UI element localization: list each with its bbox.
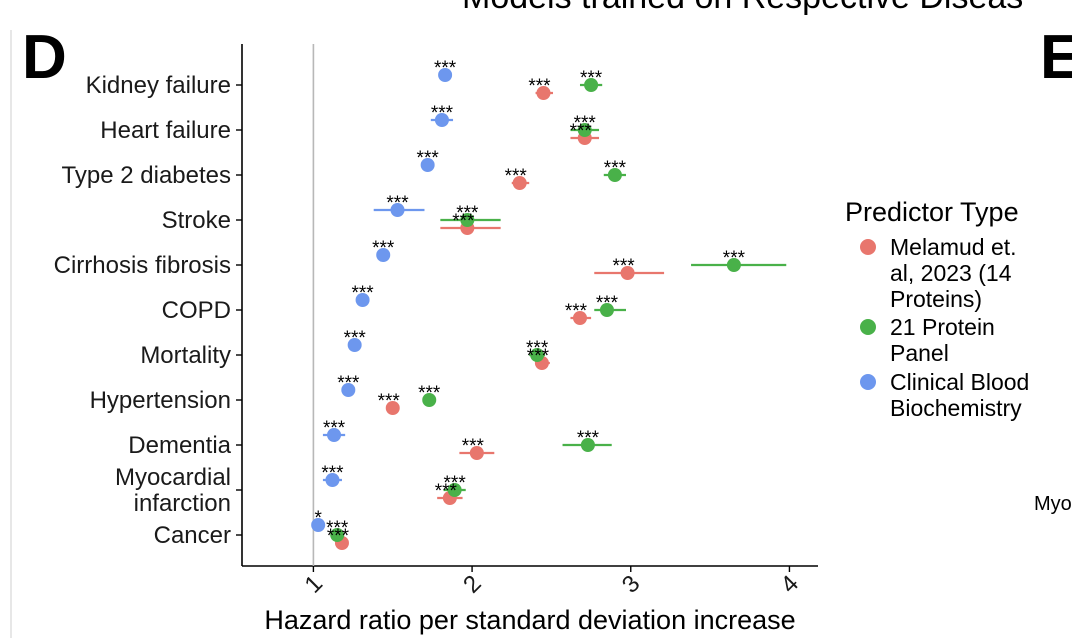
legend-label: Clinical Blood Biochemistry <box>890 369 1029 421</box>
significance-label: *** <box>372 238 395 259</box>
significance-label: *** <box>337 373 360 394</box>
data-point <box>599 303 614 317</box>
y-tick-label: Heart failure <box>100 117 231 144</box>
data-point <box>325 473 340 487</box>
significance-label: *** <box>321 463 344 484</box>
significance-label: *** <box>434 58 457 79</box>
significance-label: *** <box>577 428 600 449</box>
data-point <box>530 348 545 362</box>
significance-label: *** <box>723 248 746 269</box>
significance-label: *** <box>344 328 367 349</box>
data-point <box>376 248 391 262</box>
data-point <box>422 393 437 407</box>
significance-label: *** <box>612 256 635 277</box>
data-point <box>330 528 345 542</box>
data-point <box>607 168 622 182</box>
data-point <box>572 311 587 325</box>
data-point <box>580 438 595 452</box>
significance-label: *** <box>565 301 588 322</box>
significance-label: *** <box>418 383 441 404</box>
legend: Predictor Type Melamud et. al, 2023 (14 Pr… <box>845 197 1029 421</box>
data-point <box>341 383 356 397</box>
header-title: Models trained on Respective Diseas <box>462 0 1023 16</box>
significance-label: *** <box>596 293 619 314</box>
significance-label: *** <box>456 203 479 224</box>
y-tick-label: Myocardial infarction <box>115 464 231 517</box>
data-point <box>460 213 475 227</box>
panel-letter-d: D <box>22 23 67 92</box>
x-tick-label: 3 <box>617 570 646 599</box>
legend-label: 21 Protein Panel <box>890 314 995 366</box>
data-point <box>469 446 484 460</box>
data-point <box>327 428 342 442</box>
significance-label: *** <box>326 518 349 539</box>
data-point <box>438 68 453 82</box>
significance-label: *** <box>604 158 627 179</box>
significance-label: *** <box>570 121 593 142</box>
data-point <box>620 266 635 280</box>
data-point <box>726 258 741 272</box>
significance-label: *** <box>431 103 454 124</box>
clipped-edge-label: Myo <box>1034 493 1072 515</box>
y-tick-label: Cirrhosis fibrosis <box>54 252 231 279</box>
data-point <box>347 338 362 352</box>
significance-label: *** <box>526 338 549 359</box>
y-tick-label: Mortality <box>140 342 231 369</box>
significance-label: *** <box>462 436 485 457</box>
legend-swatch <box>860 319 876 335</box>
y-tick-label: Cancer <box>154 522 231 549</box>
data-point <box>577 123 592 137</box>
legend-swatch <box>860 239 876 255</box>
legend-title: Predictor Type <box>845 197 1019 227</box>
data-point <box>385 401 400 415</box>
data-point <box>536 86 551 100</box>
significance-label: *** <box>378 391 401 412</box>
x-tick-label: 1 <box>299 570 328 599</box>
y-tick-label: Stroke <box>162 207 231 234</box>
x-axis-title: Hazard ratio per standard deviation incr… <box>264 605 795 635</box>
significance-label: *** <box>444 473 467 494</box>
data-point <box>311 518 326 532</box>
data-point <box>420 158 435 172</box>
significance-label: *** <box>417 148 440 169</box>
significance-label: *** <box>574 113 597 134</box>
significance-label: *** <box>386 193 409 214</box>
x-tick-label: 4 <box>776 570 805 599</box>
legend-label: Melamud et. al, 2023 (14 Proteins) <box>890 234 1017 312</box>
y-tick-label: Dementia <box>128 432 231 459</box>
significance-label: *** <box>323 418 346 439</box>
data-point <box>584 78 599 92</box>
data-point <box>512 176 527 190</box>
significance-label: *** <box>327 526 350 547</box>
y-tick-label: Kidney failure <box>86 72 231 99</box>
data-point <box>355 293 370 307</box>
significance-label: *** <box>505 166 528 187</box>
significance-label: *** <box>352 283 375 304</box>
y-tick-label: Type 2 diabetes <box>62 162 231 189</box>
significance-label: *** <box>452 211 475 232</box>
legend-swatch <box>860 374 876 390</box>
data-point <box>447 483 462 497</box>
significance-label: *** <box>580 68 603 89</box>
significance-label: *** <box>435 481 458 502</box>
data-point <box>390 203 405 217</box>
data-point <box>434 113 449 127</box>
significance-label: * <box>314 508 322 529</box>
significance-label: *** <box>527 346 550 367</box>
panel-letter-e: E <box>1040 23 1072 92</box>
y-tick-label: COPD <box>162 297 231 324</box>
y-tick-label: Hypertension <box>90 387 231 414</box>
significance-label: *** <box>528 76 551 97</box>
x-tick-label: 2 <box>458 570 487 599</box>
